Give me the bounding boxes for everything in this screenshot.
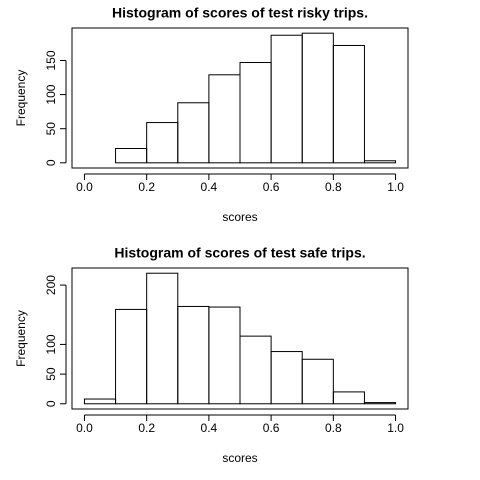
x-axis-label: scores xyxy=(222,451,257,465)
bar xyxy=(208,306,241,405)
bar xyxy=(208,74,241,164)
x-tick-label: 0.2 xyxy=(138,421,155,435)
x-tick-label: 0.2 xyxy=(138,180,155,194)
bar xyxy=(239,335,272,405)
y-tick-label: 0 xyxy=(44,400,58,407)
y-tick-label: 50 xyxy=(44,367,58,381)
plot-frame xyxy=(71,27,409,169)
bar xyxy=(239,62,272,164)
y-tick-label: 200 xyxy=(44,275,58,295)
bar xyxy=(146,122,179,164)
y-axis-label: Frequency xyxy=(14,70,28,127)
y-tick-label: 0 xyxy=(44,159,58,166)
x-tick-label: 1.0 xyxy=(387,180,404,194)
bar xyxy=(270,351,303,405)
x-tick-label: 0.0 xyxy=(76,180,93,194)
chart-title: Histogram of scores of test risky trips. xyxy=(112,5,368,21)
bar xyxy=(146,272,179,405)
bar xyxy=(332,44,365,164)
bar xyxy=(83,398,117,405)
x-tick-label: 0.4 xyxy=(201,421,218,435)
bar xyxy=(363,402,397,405)
chart-title: Histogram of scores of test safe trips. xyxy=(114,245,365,261)
y-tick-label: 150 xyxy=(44,50,58,70)
x-tick-label: 0.0 xyxy=(76,421,93,435)
bar xyxy=(115,308,148,405)
bar xyxy=(270,34,303,164)
bar xyxy=(332,391,365,405)
y-tick-label: 100 xyxy=(44,334,58,354)
x-tick-label: 0.6 xyxy=(263,421,280,435)
bar xyxy=(301,32,334,164)
y-axis-label: Frequency xyxy=(14,310,28,367)
x-tick-label: 0.8 xyxy=(325,180,342,194)
bar xyxy=(177,102,210,164)
x-axis-label: scores xyxy=(222,210,257,224)
bar xyxy=(301,358,334,405)
x-tick-label: 0.6 xyxy=(263,180,280,194)
y-tick-label: 50 xyxy=(44,122,58,136)
y-tick-label: 100 xyxy=(44,84,58,104)
x-tick-label: 1.0 xyxy=(387,421,404,435)
bar xyxy=(363,160,397,164)
bar xyxy=(177,305,210,405)
bar xyxy=(115,147,148,164)
x-tick-label: 0.8 xyxy=(325,421,342,435)
plot-frame xyxy=(71,267,409,410)
x-tick-label: 0.4 xyxy=(201,180,218,194)
